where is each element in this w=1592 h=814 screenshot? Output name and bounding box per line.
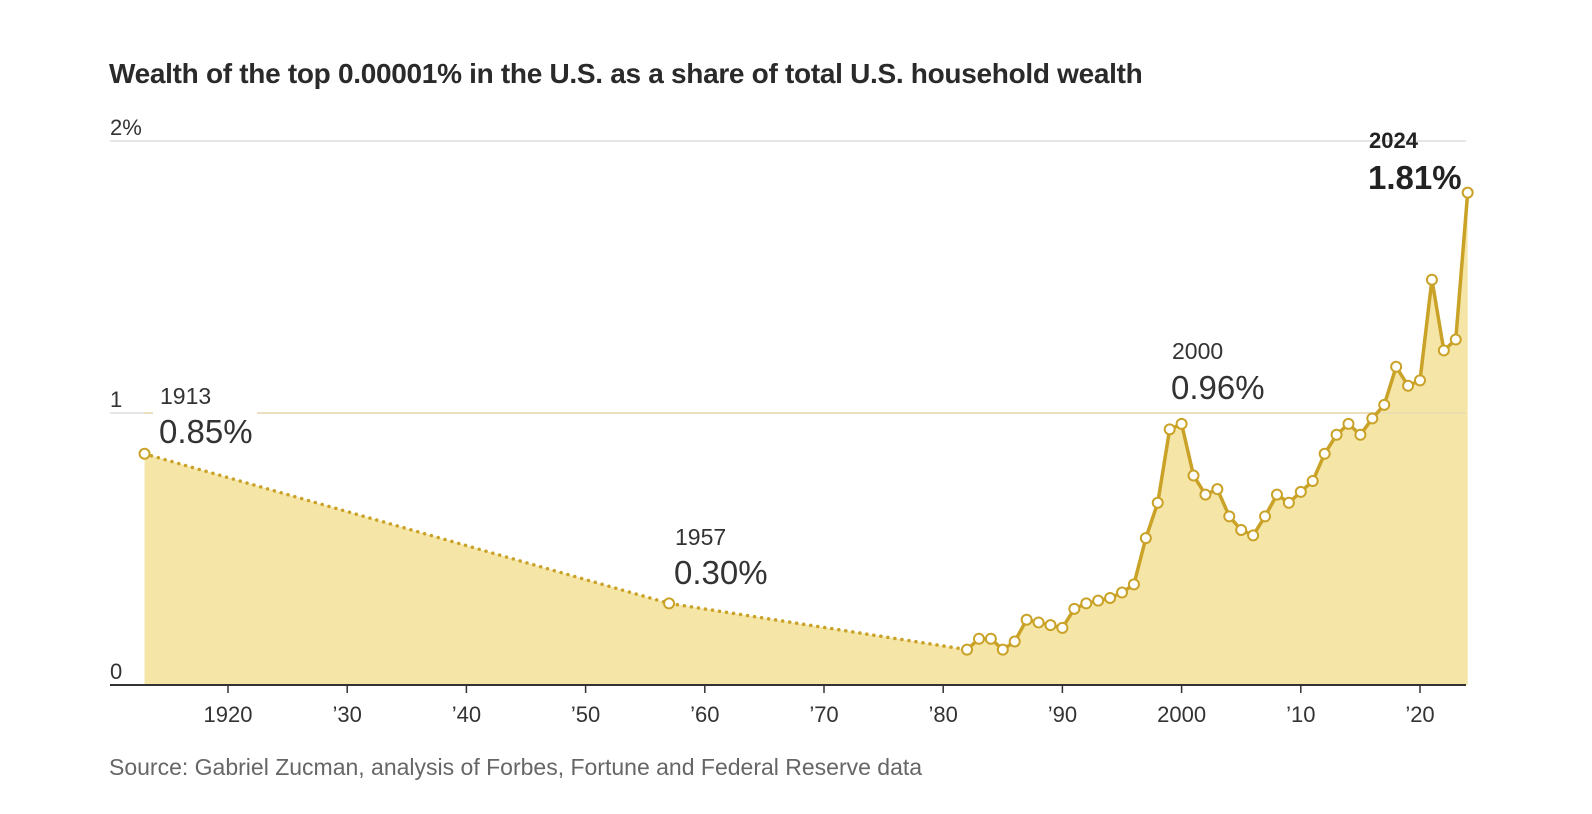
- data-point: [1044, 619, 1057, 632]
- data-point: [1211, 483, 1224, 496]
- x-tick-label: ’70: [809, 702, 838, 727]
- y-axis-ticks: 2% 1 0: [110, 115, 142, 684]
- data-point: [972, 632, 985, 645]
- annotation-year: 1957: [675, 524, 726, 550]
- x-tick-label: ’80: [929, 702, 958, 727]
- data-point: [1127, 578, 1140, 591]
- data-point: [1414, 374, 1426, 387]
- data-points: [138, 186, 1474, 656]
- data-point: [1247, 529, 1260, 542]
- data-point: [1020, 613, 1033, 626]
- x-tick-label: ’50: [571, 702, 600, 727]
- data-point: [1330, 428, 1343, 441]
- annotation-1957: 1957 0.30%: [674, 524, 768, 591]
- data-point: [1342, 417, 1355, 430]
- data-point: [1318, 447, 1331, 460]
- data-point: [1366, 412, 1379, 425]
- chart-title: Wealth of the top 0.00001% in the U.S. a…: [109, 58, 1143, 89]
- data-point: [1449, 333, 1462, 346]
- data-point: [1056, 621, 1069, 634]
- x-tick-label: ’40: [452, 702, 481, 727]
- data-point: [1104, 591, 1117, 604]
- y-tick-label: 0: [110, 659, 122, 684]
- x-tick-label: ’20: [1405, 702, 1434, 727]
- data-point: [138, 447, 151, 460]
- data-point: [1306, 475, 1319, 487]
- data-point: [1259, 510, 1272, 523]
- x-tick-label: 1920: [204, 702, 253, 727]
- data-point: [1008, 635, 1021, 648]
- data-point: [1390, 360, 1403, 373]
- data-point: [1187, 469, 1200, 482]
- annotation-value: 0.85%: [159, 413, 253, 450]
- x-tick-label: ’30: [333, 702, 362, 727]
- x-axis-ticks: 1920 ’30 ’40 ’50 ’60 ’70 ’80 ’90 2000 ’10 ’20: [204, 685, 1435, 727]
- annotation-2024: 2024 1.81%: [1368, 128, 1462, 196]
- data-point: [663, 597, 676, 610]
- data-point: [1068, 602, 1081, 615]
- annotation-year: 1913: [160, 383, 211, 409]
- data-point: [1425, 273, 1438, 286]
- x-tick-label: 2000: [1157, 702, 1206, 727]
- data-point: [1163, 423, 1176, 436]
- data-point: [1223, 510, 1236, 523]
- annotation-value: 0.30%: [674, 554, 768, 591]
- annotation-year: 2024: [1369, 128, 1419, 153]
- data-point: [1175, 417, 1188, 430]
- x-tick-label: ’10: [1286, 702, 1315, 727]
- data-point: [1080, 597, 1093, 610]
- annotation-2000: 2000 0.96%: [1171, 338, 1265, 406]
- data-point: [1378, 398, 1391, 411]
- data-point: [1282, 496, 1295, 509]
- data-point: [1437, 344, 1450, 357]
- data-point: [1092, 594, 1105, 607]
- data-point: [996, 643, 1009, 656]
- x-tick-label: ’60: [690, 702, 719, 727]
- annotation-value: 0.96%: [1171, 369, 1265, 406]
- annotation-bg: [153, 382, 257, 454]
- data-point: [1235, 523, 1248, 536]
- annotation-value: 1.81%: [1368, 159, 1462, 196]
- x-tick-label: ’90: [1048, 702, 1077, 727]
- data-point: [1139, 532, 1152, 545]
- data-point: [1270, 488, 1283, 501]
- y-tick-label: 1: [110, 387, 122, 412]
- annotation-year: 2000: [1172, 338, 1223, 364]
- data-point: [961, 643, 974, 656]
- area-shape: [144, 192, 1468, 685]
- data-point: [1032, 616, 1045, 629]
- data-point: [1199, 488, 1212, 501]
- data-point: [984, 632, 997, 645]
- source-note: Source: Gabriel Zucman, analysis of Forb…: [109, 754, 923, 780]
- data-point: [1151, 496, 1164, 509]
- data-point: [1294, 485, 1307, 498]
- data-point: [1116, 586, 1128, 599]
- data-point: [1354, 428, 1367, 441]
- data-point: [1461, 186, 1474, 199]
- data-point: [1402, 379, 1415, 392]
- y-tick-label: 2%: [110, 115, 142, 140]
- area-fill: [144, 192, 1468, 685]
- annotation-1913: 1913 0.85%: [153, 382, 257, 454]
